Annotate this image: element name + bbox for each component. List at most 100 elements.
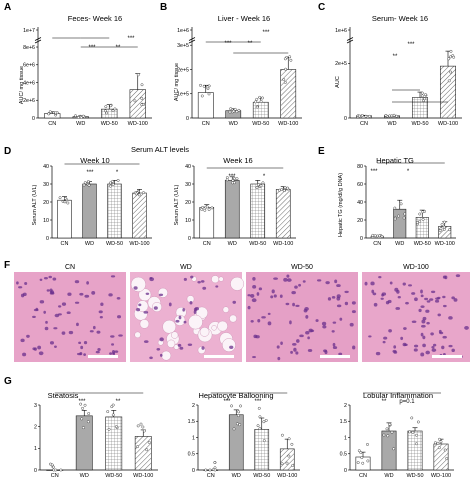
data-point (54, 111, 58, 115)
data-point (108, 181, 112, 185)
nucleus (439, 331, 444, 335)
nucleus (175, 319, 180, 323)
nucleus (413, 348, 418, 352)
nucleus (426, 300, 431, 303)
lipid-vacuole (130, 276, 146, 292)
nucleus (38, 351, 44, 356)
lipid-vacuole (173, 344, 180, 350)
data-point (392, 447, 396, 451)
nucleus (253, 334, 258, 339)
data-point (81, 114, 85, 118)
data-point (210, 206, 214, 210)
data-point (237, 410, 241, 414)
chart-liver-week16: 1e+6 3e+5 2e+5 1e+5 0 CN WD WD-50 WD-100 (177, 27, 302, 127)
nucleus (83, 353, 86, 356)
data-point (238, 423, 242, 427)
y-tick-label: 20 (43, 200, 49, 206)
nucleus (39, 300, 45, 304)
nucleus (159, 353, 163, 357)
nucleus (331, 296, 336, 299)
panel-d-title: Serum ALT levels (131, 145, 189, 154)
data-point (66, 201, 70, 205)
chart-alt-week10: 40 30 20 10 0 CN WD WD-50 WD-100 (43, 163, 152, 247)
nucleus (381, 293, 384, 297)
data-point (109, 184, 112, 188)
data-point (421, 210, 425, 214)
x-tick-label: WD-50 (249, 241, 266, 247)
nucleus (252, 285, 257, 289)
x-tick-label: WD-100 (278, 121, 298, 127)
data-point (80, 417, 84, 421)
data-point (415, 442, 418, 446)
bar-wd (75, 415, 93, 471)
panel-g2-sig-1: *** (223, 399, 231, 405)
data-point (134, 192, 138, 196)
data-point (207, 92, 211, 96)
y-tick-label: 30 (43, 182, 49, 188)
data-point (359, 451, 363, 454)
y-tick-label: 2e+5 (335, 61, 347, 67)
data-point (397, 214, 401, 218)
data-point (357, 449, 361, 453)
bar-cn (199, 207, 215, 239)
y-tick-label: 2 (344, 403, 347, 409)
x-tick-label: CN (48, 121, 56, 127)
x-tick-label: WD-50 (414, 241, 431, 247)
x-tick-label: WD (395, 241, 404, 247)
nucleus (332, 321, 337, 324)
nucleus (451, 348, 455, 353)
histology-image-wd100: WD-100 (362, 264, 470, 362)
nucleus (370, 281, 375, 286)
data-point (235, 177, 239, 181)
data-point (452, 55, 456, 59)
nucleus (430, 290, 436, 294)
nucleus (402, 282, 406, 286)
nucleus (251, 298, 257, 303)
y-tick-label: 1 (344, 435, 347, 441)
nucleus (291, 290, 296, 295)
y-tick-label: 40 (185, 164, 191, 170)
bar-wd-100 (433, 443, 449, 471)
nucleus (322, 325, 327, 329)
nucleus (114, 350, 119, 353)
data-point (63, 200, 67, 204)
nucleus (168, 302, 172, 307)
bar-wd-50 (254, 429, 270, 471)
data-point (388, 114, 392, 118)
data-point (361, 461, 365, 465)
data-point (283, 186, 287, 189)
panel-letter-c: C (318, 2, 325, 13)
axis-break (346, 37, 354, 41)
nucleus (92, 325, 96, 330)
y-tick-label: 0 (32, 116, 35, 122)
nucleus (183, 277, 187, 281)
data-point (111, 109, 115, 113)
data-point (445, 457, 449, 460)
bar-wd-50 (107, 183, 122, 239)
nucleus (138, 303, 142, 307)
lipid-vacuole (230, 276, 245, 291)
bar-cn (197, 92, 214, 119)
x-tick-label: WD-50 (101, 121, 118, 127)
nucleus (149, 277, 153, 280)
data-point (283, 57, 287, 61)
nucleus (429, 298, 434, 301)
nucleus (411, 292, 416, 295)
nucleus (252, 277, 256, 281)
data-point (79, 402, 83, 406)
data-point (282, 189, 286, 192)
nucleus (321, 321, 327, 326)
y-tick-label: 2 (34, 424, 37, 430)
data-point (140, 83, 144, 87)
y-tick-label: 0.5 (340, 452, 347, 458)
nucleus (48, 275, 53, 279)
y-tick-label: 3 (34, 403, 37, 409)
nucleus (387, 299, 392, 304)
x-tick-label: WD (80, 473, 89, 479)
data-point (368, 114, 372, 118)
nucleus (145, 292, 150, 295)
data-point (147, 440, 151, 444)
bar-wd-100 (280, 69, 297, 119)
y-tick-label: 0 (192, 468, 195, 474)
bar-wd-50 (252, 101, 269, 119)
